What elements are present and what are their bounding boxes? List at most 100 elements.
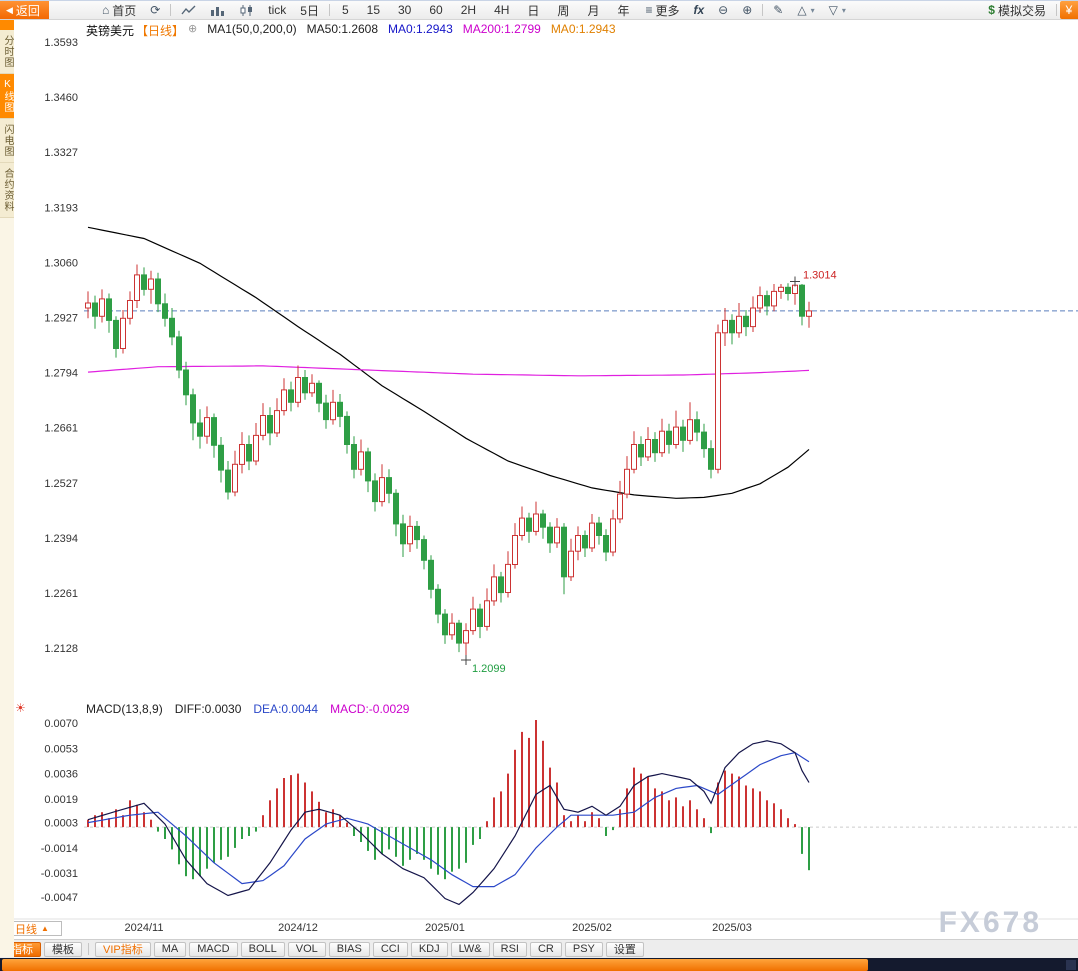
formula-button[interactable]: fx [687, 1, 712, 19]
five-day-button[interactable]: 5日 [293, 1, 326, 19]
chart-legend: 英镑美元 【日线】 ⊕ MA1(50,0,200,0) MA50:1.2608 … [86, 22, 616, 39]
home-icon: ⌂ [101, 3, 110, 17]
tab-vol[interactable]: VOL [287, 941, 326, 957]
bar-chart-button[interactable] [203, 1, 232, 19]
period-label: 日线 [15, 923, 38, 936]
svg-text:0.0003: 0.0003 [44, 818, 78, 830]
tick-chart-button[interactable]: tick [261, 1, 293, 19]
home-label: 首页 [112, 3, 137, 18]
add-indicator-icon[interactable]: ⊕ [188, 23, 198, 35]
svg-text:1.2099: 1.2099 [472, 663, 506, 675]
sidebar-item-kline[interactable]: K线图 [0, 74, 14, 119]
timeframe-4h[interactable]: 4H [494, 3, 510, 17]
refresh-button[interactable]: ⟳ [143, 1, 167, 19]
macd-chart[interactable]: 0.0070 0.0053 0.0036 0.0019 0.0003 -0.0014 -0.… [0, 701, 1078, 939]
svg-text:2025/02: 2025/02 [572, 922, 612, 934]
sim-trading-button[interactable]: $ 模拟交易 [981, 1, 1053, 19]
triangle-down-icon: ▽ [828, 3, 838, 17]
tick-label: tick [268, 3, 287, 17]
topbar-partial-button[interactable]: ¥ [1060, 1, 1078, 19]
zoom-out-button[interactable]: ⊖ [711, 1, 735, 19]
timeframe-5[interactable]: 5 [341, 3, 349, 17]
svg-text:0.0036: 0.0036 [44, 769, 78, 781]
sidebar-item-lightning[interactable]: 闪电图 [0, 119, 14, 163]
tab-kdj[interactable]: KDJ [410, 941, 448, 957]
scrollbar-corner [1066, 960, 1076, 970]
price-axis-labels: 1.3593 1.3460 1.3327 1.3193 1.3060 1.2927 1.27… [44, 37, 78, 655]
candles-layer [85, 264, 812, 660]
tab-rsi[interactable]: RSI [492, 941, 527, 957]
draw-button[interactable]: ✎ [766, 1, 790, 19]
candlestick-chart-icon [240, 4, 253, 16]
timeframe-week[interactable]: 周 [557, 3, 570, 18]
period-tag: 【日线】 [136, 24, 185, 38]
svg-text:1.2527: 1.2527 [44, 478, 78, 490]
tab-macd[interactable]: MACD [189, 941, 238, 957]
refresh-icon: ⟳ [150, 3, 161, 17]
tab-cr[interactable]: CR [529, 941, 562, 957]
svg-text:0.0019: 0.0019 [44, 794, 78, 806]
svg-text:1.2794: 1.2794 [44, 368, 78, 380]
ma50-line [87, 226, 810, 499]
svg-text:2024/11: 2024/11 [125, 922, 164, 934]
timeframe-60[interactable]: 60 [429, 3, 443, 17]
svg-text:2025/03: 2025/03 [712, 922, 752, 934]
svg-text:0.0053: 0.0053 [44, 743, 78, 755]
triangle-up-icon: △ [797, 3, 807, 17]
toolbar-divider [1056, 4, 1057, 16]
back-button[interactable]: ◀ 返回 [0, 1, 49, 19]
scrollbar-thumb[interactable] [2, 959, 868, 971]
tab-lwr[interactable]: LW& [450, 941, 490, 957]
five-day-label: 5日 [300, 3, 319, 18]
more-button[interactable]: ≡ 更多 [638, 1, 686, 19]
high-annotation: 1.3014 [790, 270, 837, 287]
timeframe-month[interactable]: 月 [587, 3, 600, 18]
svg-text:1.2661: 1.2661 [44, 423, 78, 435]
sidebar-item-timeline[interactable]: 分时图 [0, 30, 14, 74]
tab-template[interactable]: 模板 [44, 941, 82, 957]
ma-settings-label: MA1(50,0,200,0) [207, 22, 297, 36]
svg-text:-0.0014: -0.0014 [41, 843, 78, 855]
timeframe-15[interactable]: 15 [366, 3, 380, 17]
tab-psy[interactable]: PSY [564, 941, 603, 957]
bar-chart-icon [211, 6, 225, 16]
menu-icon: ≡ [645, 3, 653, 17]
top-toolbar: ◀ 返回 ⌂ 首页 ⟳ tick 5日 5 15 30 60 2H [0, 1, 1078, 20]
fx-icon: fx [693, 3, 705, 17]
timeline-chart-button[interactable] [174, 1, 203, 19]
macd-histogram [87, 720, 810, 880]
shape-tool-2-button[interactable]: ▽ ▾ [822, 1, 853, 19]
settings-button[interactable]: 设置 [605, 941, 644, 957]
macd-legend: MACD(13,8,9) DIFF:0.0030 DEA:0.0044 MACD… [86, 702, 409, 716]
symbol-name: 英镑美元 [86, 24, 135, 38]
tab-bias[interactable]: BIAS [328, 941, 370, 957]
svg-text:2025/01: 2025/01 [425, 922, 465, 934]
zoom-in-button[interactable]: ⊕ [735, 1, 759, 19]
main-price-chart[interactable]: 1.3593 1.3460 1.3327 1.3193 1.3060 1.2927 1.27… [0, 20, 1078, 701]
dea-line [87, 752, 810, 888]
timeframe-year[interactable]: 年 [617, 3, 630, 18]
timeframe-day[interactable]: 日 [527, 3, 540, 18]
tab-ma[interactable]: MA [153, 941, 187, 957]
tab-vip-indicator[interactable]: VIP指标 [95, 941, 151, 957]
timeframe-30[interactable]: 30 [398, 3, 412, 17]
low-annotation: 1.2099 [461, 655, 506, 675]
svg-text:1.3327: 1.3327 [44, 147, 78, 159]
pencil-icon: ✎ [773, 3, 784, 17]
ma200-line [87, 365, 810, 377]
tab-cci[interactable]: CCI [372, 941, 408, 957]
shape-tool-button[interactable]: △ ▾ [790, 1, 821, 19]
home-button[interactable]: ⌂ 首页 [95, 1, 143, 19]
candlestick-chart-button[interactable] [232, 1, 261, 19]
back-arrow-icon: ◀ [6, 4, 13, 15]
ma0-orange-value-label: MA0:1.2943 [550, 22, 616, 36]
sidebar-item-contract-info[interactable]: 合约资料 [0, 163, 14, 218]
timeframe-2h[interactable]: 2H [460, 3, 477, 17]
toolbar-divider [328, 4, 330, 16]
svg-text:1.2261: 1.2261 [44, 588, 78, 600]
diff-value-label: DIFF:0.0030 [174, 702, 242, 716]
indicator-sun-icon[interactable]: ☀ [15, 701, 26, 715]
horizontal-scrollbar[interactable] [0, 958, 1078, 971]
svg-text:1.2927: 1.2927 [44, 313, 78, 325]
tab-boll[interactable]: BOLL [240, 941, 285, 957]
